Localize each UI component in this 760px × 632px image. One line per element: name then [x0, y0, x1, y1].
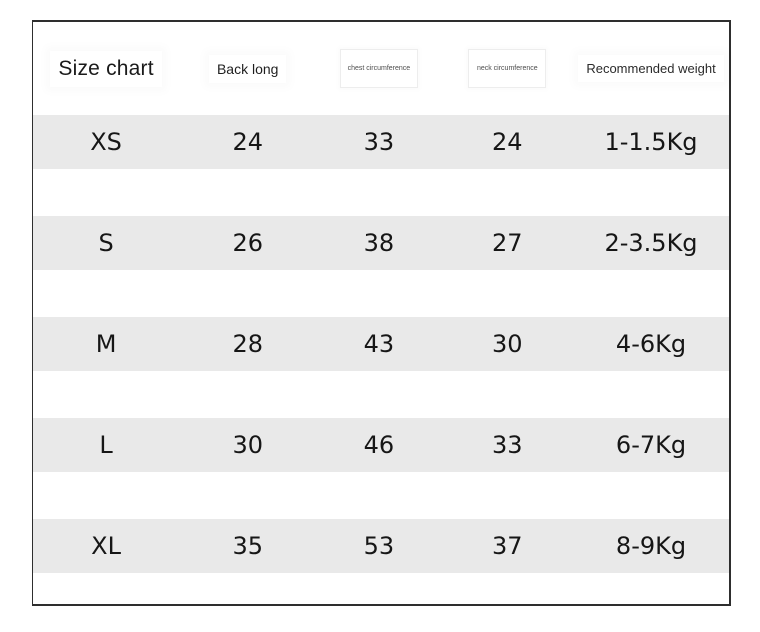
cell-weight: 6-7Kg — [615, 431, 687, 459]
table-row-l: L 30 46 33 6-7Kg — [33, 418, 729, 472]
cell-back-long: 30 — [232, 431, 263, 459]
column-header-neck-circumference: neck circumference — [468, 49, 547, 88]
cell-back-long: 24 — [232, 128, 263, 156]
header-cell-weight: Recommended weight — [573, 55, 729, 82]
cell-size: L — [99, 431, 113, 459]
cell-chest: 53 — [363, 532, 395, 560]
cell-size: XS — [90, 128, 122, 156]
cell-chest: 38 — [363, 229, 395, 257]
size-chart-table: Size chart Back long chest circumference… — [32, 20, 731, 606]
cell-chest: 43 — [363, 330, 395, 358]
cell-size: S — [98, 229, 114, 257]
cell-back-long: 28 — [232, 330, 263, 358]
cell-size: XL — [91, 532, 121, 560]
cell-neck: 30 — [492, 330, 523, 358]
cell-chest: 46 — [363, 431, 395, 459]
cell-back-long: 26 — [232, 229, 263, 257]
cell-neck: 24 — [492, 128, 523, 156]
cell-neck: 33 — [492, 431, 523, 459]
column-header-recommended-weight: Recommended weight — [578, 55, 724, 82]
table-row-xs: XS 24 33 24 1-1.5Kg — [33, 115, 729, 169]
cell-weight: 4-6Kg — [615, 330, 687, 358]
header-cell-chest: chest circumference — [316, 49, 441, 88]
column-header-chest-circumference: chest circumference — [339, 49, 418, 88]
header-cell-back-long: Back long — [179, 54, 316, 83]
cell-chest: 33 — [363, 128, 395, 156]
cell-back-long: 35 — [232, 532, 263, 560]
cell-size: M — [95, 330, 117, 358]
table-header-row: Size chart Back long chest circumference… — [33, 22, 729, 115]
cell-weight: 2-3.5Kg — [604, 229, 698, 257]
cell-weight: 1-1.5Kg — [604, 128, 698, 156]
header-cell-size: Size chart — [33, 50, 179, 87]
cell-neck: 27 — [492, 229, 523, 257]
cell-weight: 8-9Kg — [615, 532, 687, 560]
column-header-back-long: Back long — [208, 54, 287, 83]
table-row-s: S 26 38 27 2-3.5Kg — [33, 216, 729, 270]
table-row-xl: XL 35 53 37 8-9Kg — [33, 519, 729, 573]
column-header-size-chart: Size chart — [50, 50, 162, 87]
table-row-m: M 28 43 30 4-6Kg — [33, 317, 729, 371]
cell-neck: 37 — [492, 532, 523, 560]
header-cell-neck: neck circumference — [442, 49, 574, 88]
